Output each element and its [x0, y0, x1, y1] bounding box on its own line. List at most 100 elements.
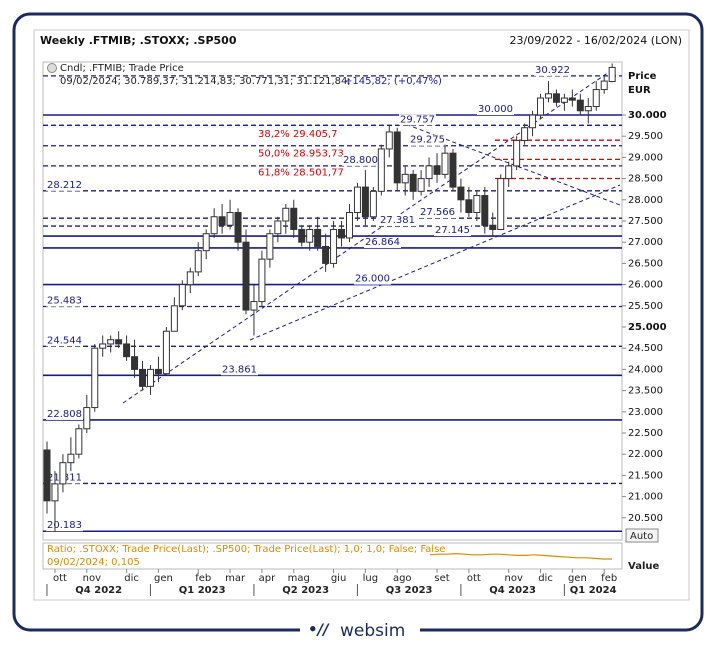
- indicator-last: 09/02/2024; 0,105: [47, 557, 140, 568]
- y-tick-label: 26.000: [628, 280, 663, 291]
- level-label-bg: [46, 295, 83, 307]
- candle-body: [99, 343, 107, 349]
- change: +145,82; (+0,47%): [344, 76, 442, 87]
- candle-body: [529, 114, 537, 129]
- level-label: 29.757: [400, 114, 435, 125]
- level-label-bg: [364, 236, 401, 248]
- level-label-bg: [534, 64, 571, 76]
- y-tick-label: 21.500: [628, 470, 663, 481]
- candle-body: [497, 178, 505, 230]
- y-tick-label: 25.500: [628, 301, 663, 312]
- candle-body: [385, 131, 393, 150]
- candle-body: [345, 212, 353, 239]
- candle-body: [552, 93, 560, 103]
- fib-label: 38,2% 29.405,7: [258, 129, 337, 140]
- level-label-bg: [46, 335, 83, 347]
- candle-body: [250, 301, 258, 311]
- level-label: 29.275: [410, 135, 445, 146]
- auto-button[interactable]: [625, 528, 659, 543]
- y-tick-label: 27.500: [628, 216, 663, 227]
- y-tick-label: 21.000: [628, 492, 663, 503]
- candle-body: [401, 173, 409, 184]
- y-tick-label: 25.000: [628, 322, 667, 333]
- candle-body: [584, 106, 592, 112]
- candle-body: [377, 148, 385, 192]
- legend: Cndl; .FTMIB; Trade Price: [60, 63, 184, 74]
- x-tick-label: dic: [538, 573, 553, 584]
- candle-body: [282, 207, 290, 222]
- legend-icon: [47, 63, 57, 73]
- plot-area: [42, 61, 623, 541]
- chart-title: Weekly .FTMIB; .STOXX; .SP500: [40, 34, 237, 47]
- date-range: 23/09/2022 - 16/02/2024 (LON): [510, 34, 682, 47]
- level-label-bg: [477, 104, 514, 115]
- x-tick-label: apr: [259, 573, 276, 584]
- y-tick-label: 26.500: [628, 258, 663, 269]
- level-label-bg: [257, 129, 339, 141]
- level-label: 28.212: [47, 180, 82, 191]
- indicator-line: [429, 552, 612, 560]
- x-tick-label: feb: [195, 573, 211, 584]
- candle-body: [210, 216, 218, 235]
- logo-mark: •//: [308, 621, 330, 639]
- y-tick-label: 28.000: [628, 195, 663, 206]
- y-tick-label: 29.500: [628, 131, 663, 142]
- level-label-bg: [419, 207, 456, 219]
- candle-body: [218, 216, 226, 226]
- candle-body: [417, 178, 425, 192]
- level-label: 27.145: [435, 225, 470, 236]
- level-label-bg: [46, 520, 83, 532]
- level-label-bg: [399, 114, 436, 126]
- candle-body: [457, 186, 465, 201]
- level-label-bg: [354, 273, 391, 285]
- x-tick-label: gen: [568, 573, 587, 584]
- y-tick-label: 23.000: [628, 407, 663, 418]
- level-label-bg: [257, 148, 345, 160]
- level-label: 30.922: [535, 65, 570, 76]
- candle-body: [51, 483, 59, 502]
- candle-body: [449, 152, 457, 188]
- y-tick-label: 28.500: [628, 174, 663, 185]
- level-label: 22.808: [47, 409, 82, 420]
- candle-body: [473, 195, 481, 214]
- candle-body: [146, 368, 154, 387]
- fib-label: 50,0% 28.953,73: [258, 148, 344, 159]
- level-label: 26.000: [355, 274, 390, 285]
- x-tick-label: dic: [124, 573, 139, 584]
- candle-body: [226, 212, 234, 226]
- candle-body: [67, 453, 75, 464]
- candle-body: [369, 190, 377, 218]
- y-axis-unit: EUR: [628, 85, 651, 96]
- quarter-label: Q1 2024: [570, 585, 617, 596]
- y-tick-label: 23.500: [628, 386, 663, 397]
- candle-body: [505, 165, 513, 180]
- level-label-bg: [221, 364, 258, 376]
- level-label-bg: [257, 167, 345, 179]
- candle-body: [537, 97, 545, 116]
- x-tick-label: ott: [467, 573, 481, 584]
- logo-bg: [300, 620, 420, 640]
- fib-label: 61,8% 28.501,77: [258, 168, 344, 179]
- candle-body: [83, 407, 91, 430]
- candle-body: [154, 368, 162, 375]
- x-tick-label: lug: [363, 573, 378, 584]
- candle-body: [330, 228, 338, 264]
- candle-body: [202, 233, 210, 252]
- candle-body: [441, 152, 449, 175]
- candle-body: [290, 207, 298, 230]
- candle-body: [91, 347, 99, 409]
- level-label-bg: [342, 154, 379, 166]
- indicator-axis-title: Value: [628, 561, 659, 572]
- candle-body: [600, 80, 608, 91]
- candle-body: [409, 173, 417, 192]
- candle-body: [115, 339, 123, 345]
- y-tick-label: 29.000: [628, 152, 663, 163]
- candle-body: [361, 186, 369, 218]
- x-tick-label: feb: [601, 573, 617, 584]
- y-tick-label: 24.500: [628, 343, 663, 354]
- level-label: 23.861: [222, 364, 257, 375]
- level-label-bg: [434, 225, 471, 237]
- level-label-bg: [46, 408, 83, 420]
- candle-body: [162, 330, 170, 375]
